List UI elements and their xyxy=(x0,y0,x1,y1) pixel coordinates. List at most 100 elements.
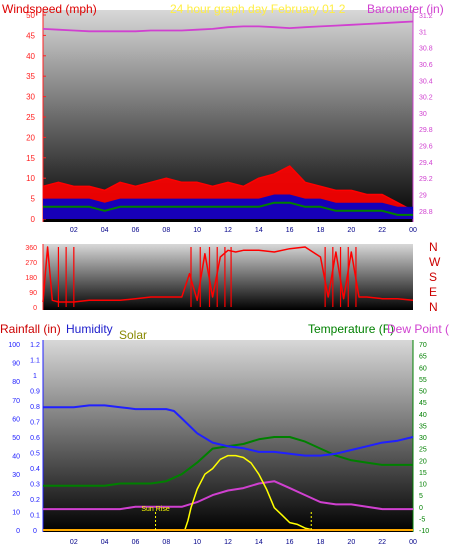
panel3-x-tick: 18 xyxy=(317,539,325,546)
panel2-left-tick: 360 xyxy=(25,245,37,252)
panel1-left-tick: 0 xyxy=(31,215,36,224)
panel3-x-tick: 02 xyxy=(70,539,78,546)
panel1-left-tick: 15 xyxy=(26,154,35,163)
panel3-left-tick: 90 xyxy=(12,361,20,368)
humidity-axis-label: Humidity xyxy=(66,322,113,336)
panel3-left-tick: 50 xyxy=(12,435,20,442)
panel3-right-tick: 55 xyxy=(419,377,427,384)
panel3-rain-tick: 0 xyxy=(33,528,37,535)
panel1-right-tick: 28.8 xyxy=(419,209,433,216)
dew-point-line xyxy=(43,480,413,511)
panel3-right-tick: 30 xyxy=(419,435,427,442)
panel3-right-tick: 0 xyxy=(419,505,423,512)
panel1-x-tick: 12 xyxy=(224,227,232,234)
panel3-rain-tick: 0.3 xyxy=(30,482,40,489)
panel3-left-tick: 70 xyxy=(12,398,20,405)
panel3-left-tick: 60 xyxy=(12,416,20,423)
panel1-right-tick: 29.6 xyxy=(419,144,433,151)
panel3-rain-tick: 1.1 xyxy=(30,358,40,365)
solar-axis-label: Solar xyxy=(119,328,147,342)
panel1-x-tick: 18 xyxy=(317,227,325,234)
panel3-right-tick: 25 xyxy=(419,447,427,454)
panel1-x-tick: 14 xyxy=(255,227,263,234)
panel3-right-tick: 65 xyxy=(419,354,427,361)
panel3-x-tick: 08 xyxy=(162,539,170,546)
panel1-x-tick: 00 xyxy=(409,227,417,234)
compass-label: N xyxy=(429,300,438,314)
panel3-rain-tick: 0.7 xyxy=(30,420,40,427)
compass-label: S xyxy=(429,270,437,284)
panel1-x-tick: 06 xyxy=(132,227,140,234)
panel3-x-tick: 16 xyxy=(286,539,294,546)
panel1-right-tick: 29.4 xyxy=(419,160,433,167)
panel3-right-tick: 15 xyxy=(419,470,427,477)
sun-marker-label: Sun Rise xyxy=(141,506,170,513)
panel3-x-tick: 20 xyxy=(347,539,355,546)
barometer-line xyxy=(42,20,414,33)
panel3-rain-tick: 0.8 xyxy=(30,404,40,411)
panel3-x-tick: 12 xyxy=(224,539,232,546)
panel1-right-tick: 30 xyxy=(419,111,427,118)
panel1-right-tick: 30.2 xyxy=(419,95,433,102)
panel3-left-tick: 40 xyxy=(12,454,20,461)
wind-gust-line xyxy=(42,165,414,212)
panel3-rain-tick: 0.2 xyxy=(30,497,40,504)
panel3-right-tick: -5 xyxy=(419,516,425,523)
panel1-left-tick: 50 xyxy=(26,11,35,20)
panel3-right-tick: 50 xyxy=(419,389,427,396)
panel3-rain-tick: 0.9 xyxy=(30,389,40,396)
panel3-right-tick: 40 xyxy=(419,412,427,419)
wind-average-line xyxy=(43,201,413,216)
panel2-left-tick: 0 xyxy=(33,305,37,312)
panel3-right-tick: 70 xyxy=(419,342,427,349)
panel3-right-tick: 10 xyxy=(419,482,427,489)
panel2-left-tick: 180 xyxy=(25,275,37,282)
panel3-background xyxy=(43,340,413,532)
panel3-x-tick: 04 xyxy=(101,539,109,546)
panel2-left-tick: 270 xyxy=(25,260,37,267)
panel1-x-tick: 02 xyxy=(70,227,78,234)
panel3-right-tick: 5 xyxy=(419,493,423,500)
panel1-left-tick: 35 xyxy=(26,72,35,81)
panel1-x-tick: 20 xyxy=(347,227,355,234)
panel1-right-tick: 30.4 xyxy=(419,78,433,85)
panel1-x-tick: 04 xyxy=(101,227,109,234)
dew-point-axis-label: Dew Point ( xyxy=(387,322,449,336)
panel1-left-tick: 5 xyxy=(31,195,36,204)
panel1-x-tick: 08 xyxy=(162,227,170,234)
panel3-left-tick: 100 xyxy=(8,342,20,349)
panel3-rain-tick: 0.4 xyxy=(30,466,40,473)
panel3-rain-tick: 1.2 xyxy=(30,342,40,349)
panel1-right-tick: 30.6 xyxy=(419,62,433,69)
temperature-axis-label: Temperature (F) xyxy=(308,322,394,336)
chart-title: 24 hour graph day February 01 2 xyxy=(170,2,346,16)
windspeed-axis-label: Windspeed (mph) xyxy=(2,2,97,16)
panel1-right-tick: 31.2 xyxy=(419,13,433,20)
panel3-right-tick: 20 xyxy=(419,458,427,465)
panel1-left-tick: 25 xyxy=(26,113,35,122)
humidity-line xyxy=(43,404,414,457)
wind-direction-line xyxy=(42,246,414,303)
panel1-right-tick: 30.8 xyxy=(419,46,433,53)
panel1-x-tick: 10 xyxy=(193,227,201,234)
panel1-right-tick: 31 xyxy=(419,29,427,36)
panel3-x-tick: 00 xyxy=(409,539,417,546)
panel3-left-tick: 10 xyxy=(12,509,20,516)
panel3-rain-tick: 0.5 xyxy=(30,451,40,458)
panel1-x-tick: 22 xyxy=(378,227,386,234)
panel3-right-tick: 45 xyxy=(419,400,427,407)
compass-label: W xyxy=(429,255,441,269)
panel3-right-tick: 35 xyxy=(419,423,427,430)
compass-label: E xyxy=(429,285,437,299)
compass-label: N xyxy=(429,240,438,254)
panel1-right-tick: 29.2 xyxy=(419,176,433,183)
panel1-left-tick: 45 xyxy=(26,31,35,40)
barometer-axis-label: Barometer (in) xyxy=(367,2,444,16)
panel3-right-tick: 60 xyxy=(419,365,427,372)
panel3-left-tick: 20 xyxy=(12,491,20,498)
panel3-left-tick: 0 xyxy=(16,528,20,535)
panel1-right-tick: 29.8 xyxy=(419,127,433,134)
solar-line xyxy=(43,454,413,531)
panel3-x-tick: 22 xyxy=(378,539,386,546)
